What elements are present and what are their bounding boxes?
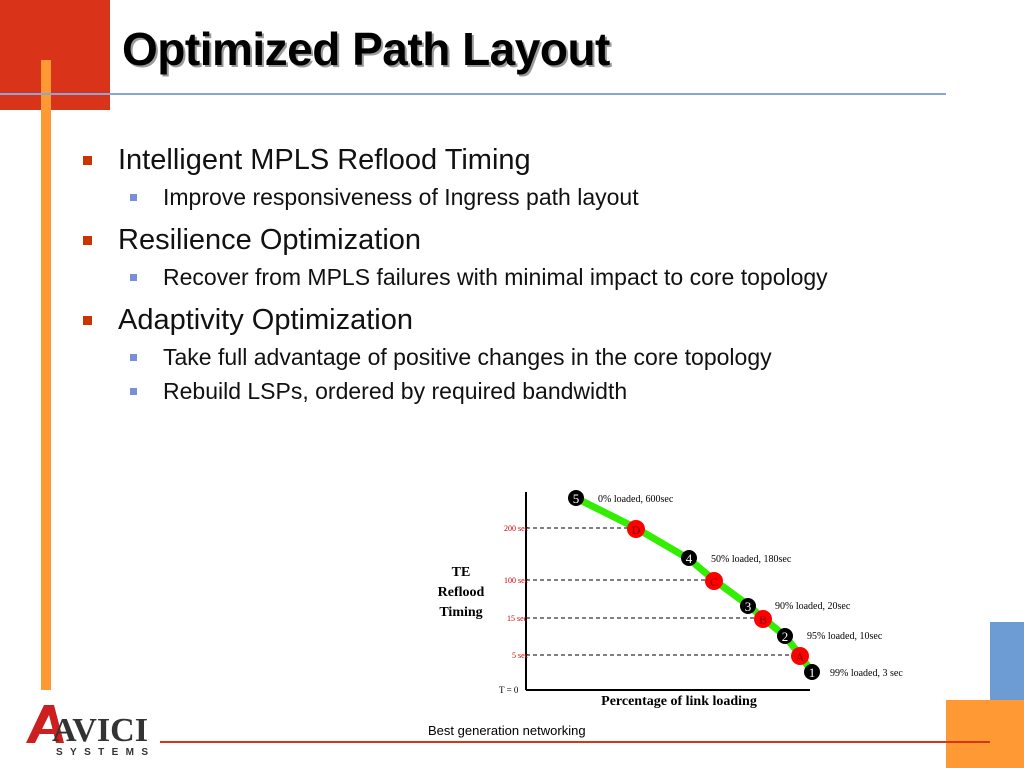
y-axis-label-line-2: Reflood [438,585,485,600]
logo-sub: SYSTEMS [56,747,148,758]
y-tick-200: 200 sec [504,524,529,533]
point-3: 3 [740,598,756,614]
loading-curve [572,494,816,676]
svg-text:4: 4 [686,551,693,566]
origin-label: T = 0 [499,685,519,695]
avici-logo: AVICI SYSTEMS [26,705,148,758]
right-blue-block [990,622,1024,702]
svg-text:D: D [632,523,641,537]
y-tick-5: 5 sec [512,651,529,660]
svg-text:A: A [796,650,805,664]
point-4: 4 [681,550,697,566]
footer-line [160,741,990,743]
point-label-5: 0% loaded, 600sec [598,494,674,505]
right-orange-block [946,700,1024,768]
page-title: Optimized Path Layout [122,23,610,75]
point-label-2: 95% loaded, 10sec [807,631,883,642]
point-label-4: 50% loaded, 180sec [711,554,792,565]
y-tick-100: 100 sec [504,576,529,585]
svg-text:5: 5 [573,491,580,506]
svg-text:3: 3 [745,599,752,614]
logo-name: AVICI [52,712,148,749]
sub-bullet-3-2: Rebuild LSPs, ordered by required bandwi… [80,374,940,408]
sub-bullet-3-1: Take full advantage of positive changes … [80,340,940,374]
sub-bullet-1-1: Improve responsiveness of Ingress path l… [80,180,940,214]
y-tick-15: 15 sec [507,614,528,623]
corner-red-block [0,0,110,110]
vertical-orange-bar [41,60,51,690]
marker-C: C [705,572,723,590]
point-label-3: 90% loaded, 20sec [775,601,851,612]
title-underline [0,93,946,95]
marker-A: A [791,647,809,665]
svg-text:1: 1 [809,665,816,680]
point-5: 5 [568,490,584,506]
svg-text:2: 2 [782,629,789,644]
bullet-1: Intelligent MPLS Reflood Timing [80,140,940,180]
x-axis-label: Percentage of link loading [601,694,757,709]
y-axis-label-line-3: Timing [439,605,482,620]
point-label-1: 99% loaded, 3 sec [830,668,903,679]
svg-text:B: B [759,613,767,627]
svg-text:C: C [710,575,718,589]
marker-B: B [754,610,772,628]
sub-bullet-2-1: Recover from MPLS failures with minimal … [80,260,940,294]
logo-a-mark [26,705,64,743]
bullet-3: Adaptivity Optimization [80,300,940,340]
bullet-list: Intelligent MPLS Reflood Timing Improve … [80,134,940,408]
point-2: 2 [777,628,793,644]
marker-D: D [627,520,645,538]
y-axis-label-line-1: TE [452,565,471,580]
bullet-2: Resilience Optimization [80,220,940,260]
point-1: 1 [804,664,820,680]
footer-tagline: Best generation networking [428,723,586,738]
